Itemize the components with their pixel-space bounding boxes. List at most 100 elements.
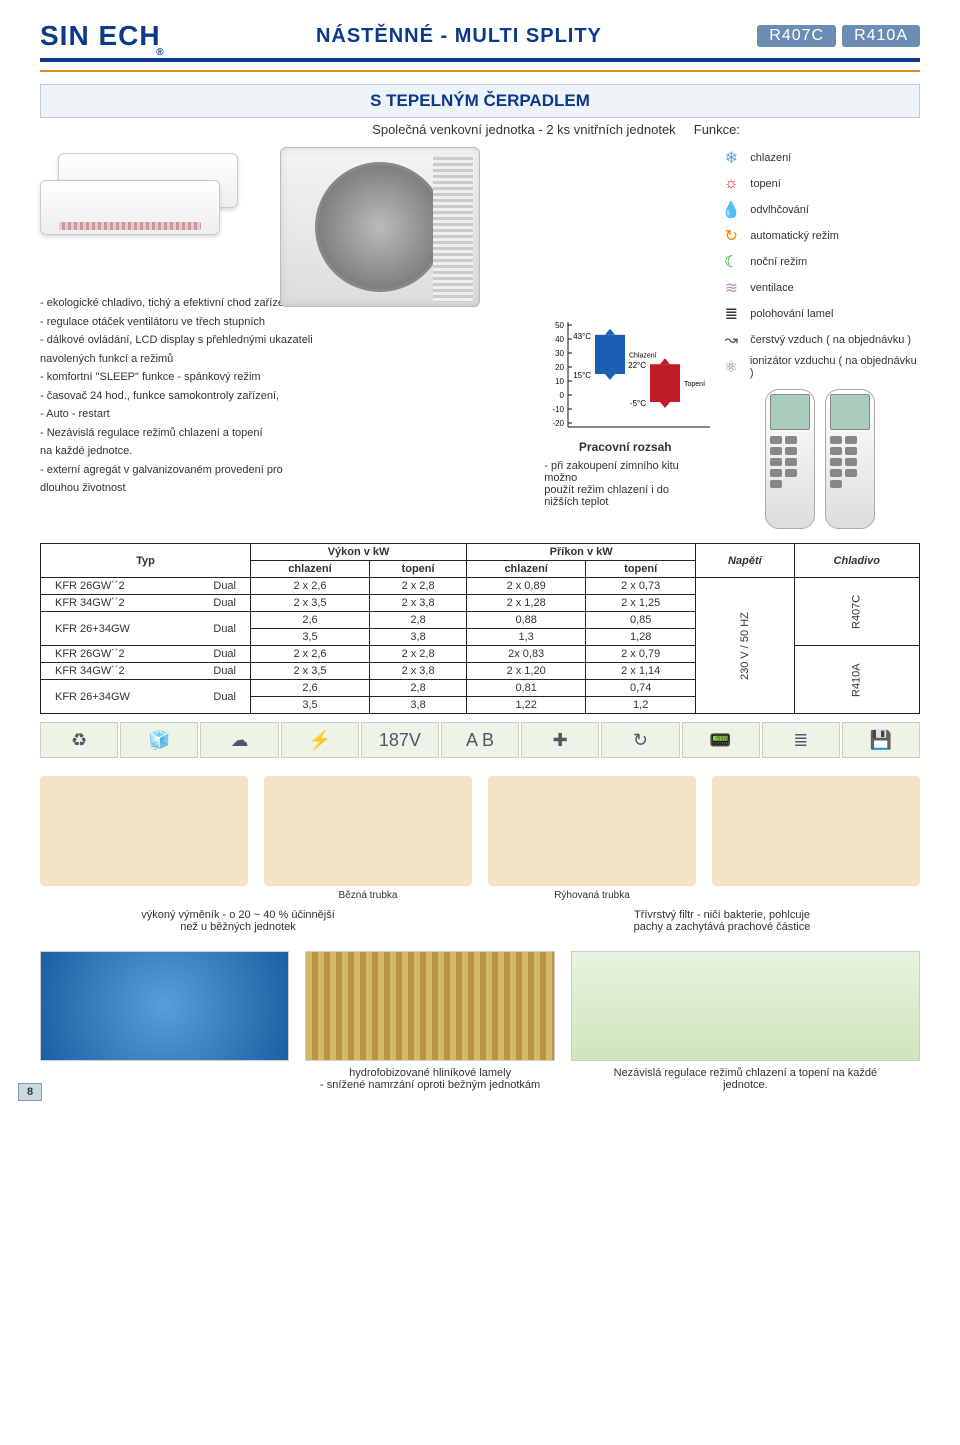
outdoor-unit [280,147,480,307]
function-label: čerstvý vzduch ( na objednávku ) [750,334,911,346]
divider-orange [40,70,920,72]
svg-text:10: 10 [555,377,564,386]
filter-note: Třívrstvý filtr - ničí bakterie, pohlcuj… [524,909,920,933]
function-label: odvlhčování [750,204,809,216]
feature-line: - regulace otáček ventilátoru ve třech s… [40,314,340,331]
refrigerant-badge-r407c: R407C [757,25,836,47]
feature-line: - dálkové ovládání, LCD display s přehle… [40,332,340,349]
function-label: noční režim [750,256,807,268]
th-chladivo: Chladivo [794,544,919,578]
feature-icon: A B [441,722,519,758]
feature-icon: 187V [361,722,439,758]
tubes-image [264,776,472,886]
tube-label-grooved: Rýhovaná trubka [488,890,696,901]
svg-text:-10: -10 [553,405,565,414]
remote-control-1 [765,389,815,529]
feature-icon: ↻ [601,722,679,758]
heat-exchanger-image [40,776,248,886]
fan-icon [315,162,445,292]
feature-icon: ✚ [521,722,599,758]
function-icon: ☼ [720,173,742,195]
grooved-tube-image [488,776,696,886]
feature-icon: 💾 [842,722,920,758]
room-diagram [571,951,920,1061]
feature-line: - Nezávislá regulace režimů chlazení a t… [40,425,340,442]
feature-icon: ♻ [40,722,118,758]
feature-line: na každé jednotce. [40,443,340,460]
th-topeni: topení [370,561,467,578]
function-label: automatický režim [750,230,839,242]
th-prikon: Příkon v kW [467,544,696,561]
svg-text:15°C: 15°C [573,371,591,380]
indoor-units [40,153,260,235]
th-napeti: Napětí [696,544,794,578]
th-chlazeni2: chlazení [467,561,586,578]
feature-icons-row: ♻ 🧊 ☁ ⚡ 187V A B ✚ ↻ 📟 ≣ 💾 [40,722,920,758]
function-icon: ≣ [720,303,742,325]
svg-text:-5°C: -5°C [630,399,646,408]
outdoor-vent [433,154,473,302]
function-label: polohování lamel [750,308,833,320]
function-row: ≣ polohování lamel [720,303,920,325]
function-icon: ☾ [720,251,742,273]
spec-table: Typ Výkon v kW Příkon v kW Napětí Chladi… [40,543,920,714]
svg-text:40: 40 [555,335,564,344]
svg-text:Chlazení: Chlazení [629,352,657,359]
th-topeni2: topení [586,561,696,578]
feature-line: - externí agregát v galvanizovaném prove… [40,462,340,479]
refrigerant-badge-r410a: R410A [842,25,920,47]
chart-title: Pracovní rozsah [540,440,710,454]
subdescription: Společná venkovní jednotka - 2 ks vnitřn… [40,122,920,137]
function-row: ↝ čerstvý vzduch ( na objednávku ) [720,329,920,351]
function-row: ≋ventilace [720,277,920,299]
function-list: ❄ chlazení ☼ topení 💧 odvlhčování ↻ automatický… [720,147,920,379]
function-row: ↻ automatický režim [720,225,920,247]
function-row: ☾ noční režim [720,251,920,273]
remote-control-2 [825,389,875,529]
indoor-unit-2 [40,180,220,235]
independent-note: Nezávislá regulace režimů chlazení a top… [571,1067,920,1091]
feature-icon: ☁ [200,722,278,758]
page-title: NÁSTĚNNÉ - MULTI SPLITY [173,25,746,48]
th-typ: Typ [136,555,155,567]
feature-line: - komfortní "SLEEP" funkce - spánkový re… [40,369,340,386]
feature-icon: ≣ [762,722,840,758]
feature-icon: 🧊 [120,722,198,758]
feature-line: - časovač 24 hod., funkce samokontroly z… [40,388,340,405]
function-row: ⚛ ionizátor vzduchu ( na objednávku ) [720,355,920,379]
subheading: S TEPELNÝM ČERPADLEM [40,84,920,118]
feature-line: navolených funkcí a režimů [40,351,340,368]
svg-text:30: 30 [555,349,564,358]
heat-exchanger-note: výkoný výměník - o 20 ~ 40 % účinnější n… [40,909,436,933]
function-row: ❄ chlazení [720,147,920,169]
filter-image [712,776,920,886]
table-row: KFR 26GW´´2Dual2 x 2,62 x 2,82 x 0,892 x… [41,578,920,595]
divider-blue [40,58,920,62]
function-icon: ↻ [720,225,742,247]
function-icon: 💧 [720,199,742,221]
svg-text:Topení: Topení [684,381,705,388]
feature-line: - Auto - restart [40,406,340,423]
function-icon: ❄ [720,147,742,169]
svg-text:43°C: 43°C [573,332,591,341]
page-number: 8 [18,1083,42,1101]
svg-text:20: 20 [555,363,564,372]
function-row: 💧 odvlhčování [720,199,920,221]
function-icon: ↝ [720,329,742,351]
function-label: ionizátor vzduchu ( na objednávku ) [750,355,920,379]
feature-line: dlouhou životnost [40,480,340,497]
function-icon: ≋ [720,277,742,299]
th-vykon: Výkon v kW [251,544,467,561]
function-label: topení [750,178,781,190]
svg-text:22°C: 22°C [628,361,646,370]
svg-text:-20: -20 [553,419,565,428]
operating-range-chart: 50403020100-10-20 43°C15°CChlazení22°C-5… [540,317,720,437]
lamely-note: hydrofobizované hliníkové lamely - sníže… [305,1067,554,1091]
function-icon: ⚛ [720,356,742,378]
logo-text: SIN ECH [40,20,161,52]
svg-text:50: 50 [555,321,564,330]
function-label: chlazení [750,152,791,164]
feature-icon: ⚡ [281,722,359,758]
tube-label-plain: Bězná trubka [264,890,472,901]
feature-icon: 📟 [682,722,760,758]
